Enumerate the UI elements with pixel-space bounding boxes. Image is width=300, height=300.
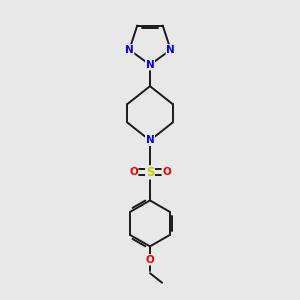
Text: O: O (146, 255, 154, 265)
Text: O: O (162, 167, 171, 177)
Text: N: N (146, 60, 154, 70)
Text: N: N (146, 135, 154, 146)
Text: N: N (125, 45, 134, 55)
Text: N: N (166, 45, 175, 55)
Text: O: O (129, 167, 138, 177)
Text: S: S (146, 166, 154, 179)
